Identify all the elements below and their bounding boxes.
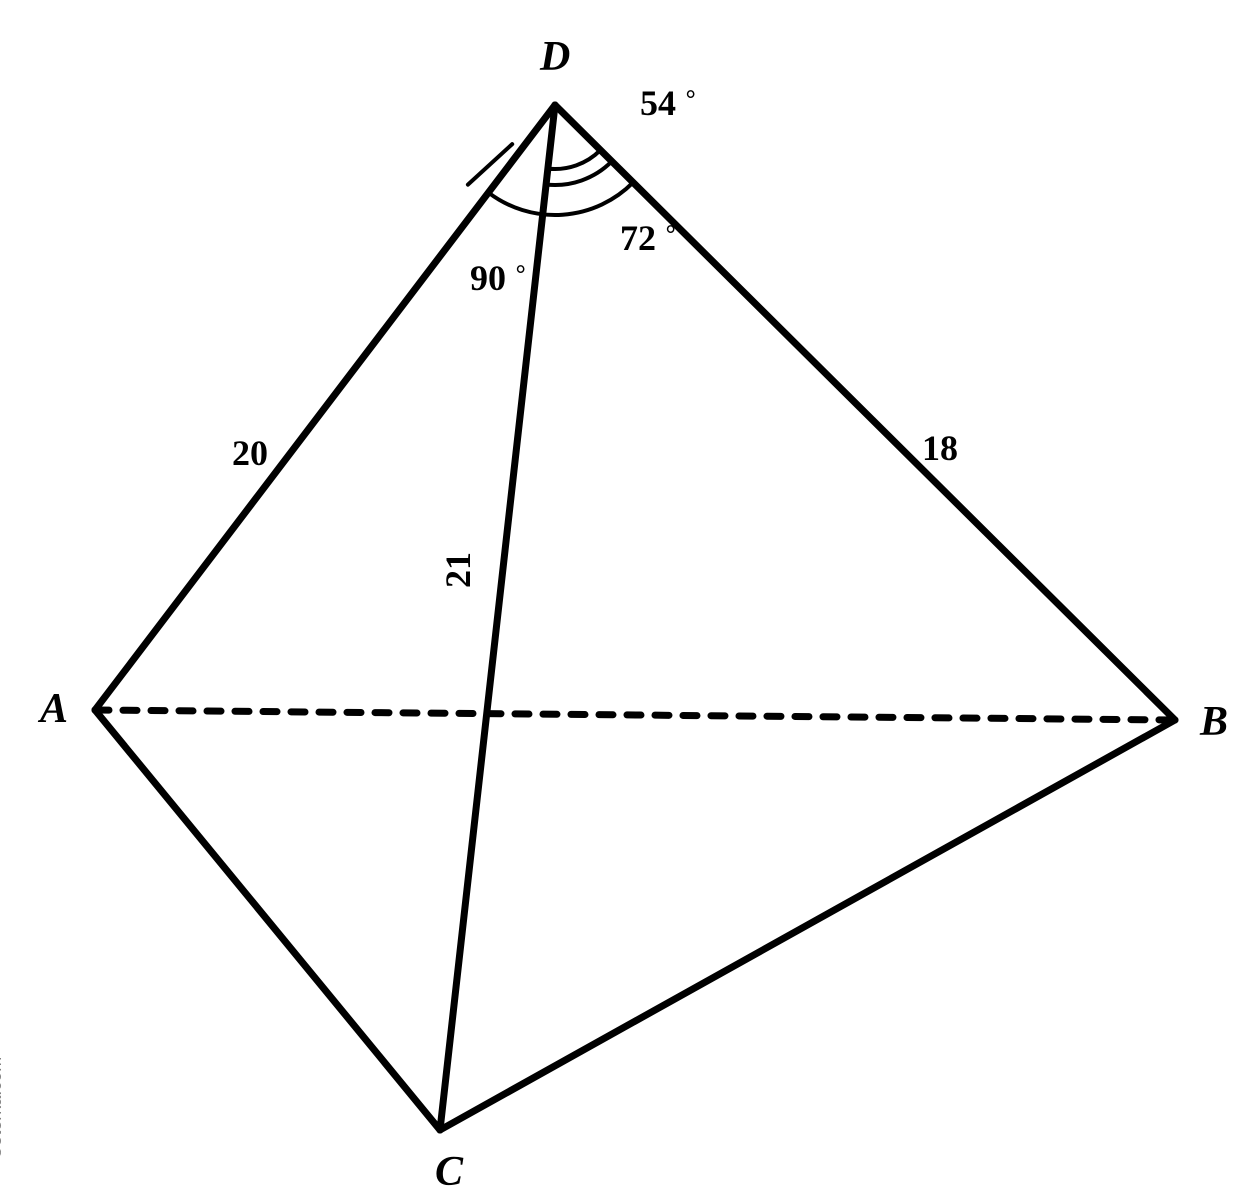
vertex-label-D: D (539, 34, 570, 80)
svg-text:20: 20 (232, 433, 268, 473)
vertex-label-B: B (1199, 699, 1228, 745)
edge-length-label: 21 (438, 552, 478, 588)
svg-text:°: ° (666, 221, 676, 248)
diagram-stage: A B C D 20 18 21 54 ° 72 ° 90 ° ©5terka.com (0, 0, 1239, 1199)
svg-text:°: ° (516, 261, 526, 288)
edge-length-label: 18 (922, 428, 958, 468)
svg-text:°: ° (686, 86, 696, 113)
svg-text:18: 18 (922, 428, 958, 468)
edge-length-label: 20 (232, 433, 268, 473)
vertex-label-A: A (37, 686, 68, 732)
svg-text:21: 21 (438, 552, 478, 588)
watermark-text: ©5terka.com (0, 1057, 6, 1159)
vertex-label-C: C (435, 1149, 464, 1195)
svg-text:72: 72 (620, 218, 656, 258)
svg-text:54: 54 (640, 83, 676, 123)
geometry-diagram: A B C D 20 18 21 54 ° 72 ° 90 ° (0, 0, 1239, 1199)
svg-text:90: 90 (470, 258, 506, 298)
